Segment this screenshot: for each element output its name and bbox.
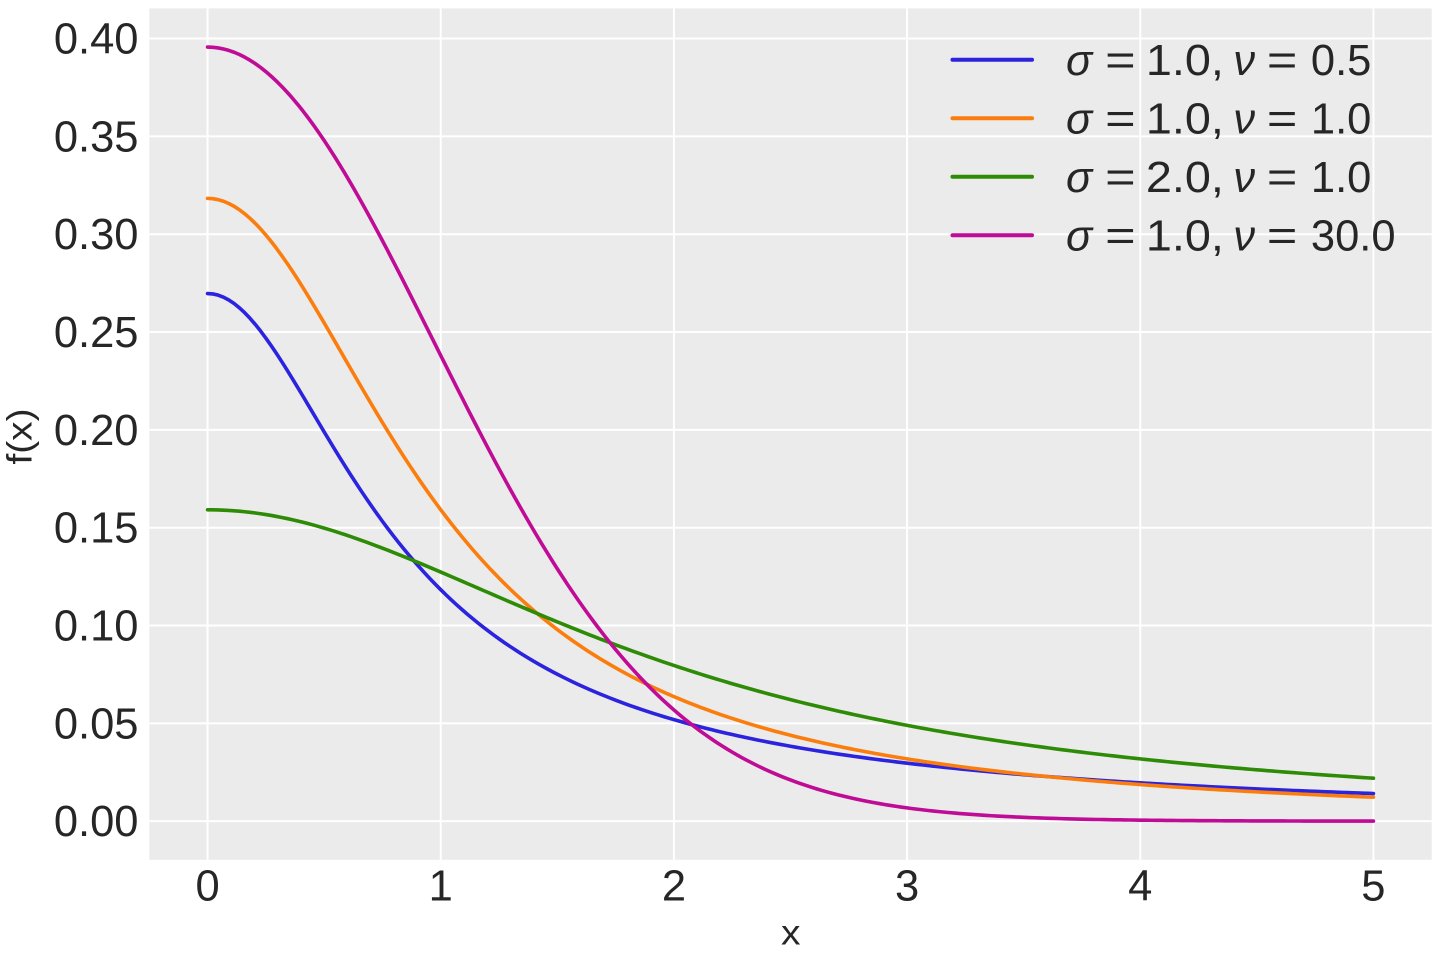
svg-text:5: 5 bbox=[1361, 863, 1385, 911]
svg-text:0.15: 0.15 bbox=[54, 505, 139, 553]
svg-text:1: 1 bbox=[429, 863, 453, 911]
svg-text:f(x): f(x) bbox=[1, 409, 40, 465]
svg-text:0: 0 bbox=[195, 863, 219, 911]
svg-text:0.00: 0.00 bbox=[54, 798, 139, 846]
svg-text:σ=1.0,ν=0.5: σ = 1.0, ν = 0.5 bbox=[1066, 37, 1371, 85]
svg-text:4: 4 bbox=[1128, 863, 1152, 911]
svg-text:0.20: 0.20 bbox=[54, 407, 139, 455]
svg-text:σ=1.0,ν=30.0: σ = 1.0, ν = 30.0 bbox=[1066, 213, 1396, 261]
svg-text:x: x bbox=[781, 914, 801, 953]
svg-text:2: 2 bbox=[662, 863, 686, 911]
svg-text:3: 3 bbox=[895, 863, 919, 911]
svg-text:0.05: 0.05 bbox=[54, 700, 139, 748]
svg-text:0.10: 0.10 bbox=[54, 603, 139, 651]
svg-text:0.35: 0.35 bbox=[54, 113, 139, 161]
svg-text:0.30: 0.30 bbox=[54, 211, 139, 259]
svg-text:σ=1.0,ν=1.0: σ = 1.0, ν = 1.0 bbox=[1066, 96, 1371, 144]
svg-text:0.40: 0.40 bbox=[54, 16, 139, 64]
svg-text:σ=2.0,ν=1.0: σ = 2.0, ν = 1.0 bbox=[1066, 154, 1371, 202]
svg-text:0.25: 0.25 bbox=[54, 309, 139, 357]
